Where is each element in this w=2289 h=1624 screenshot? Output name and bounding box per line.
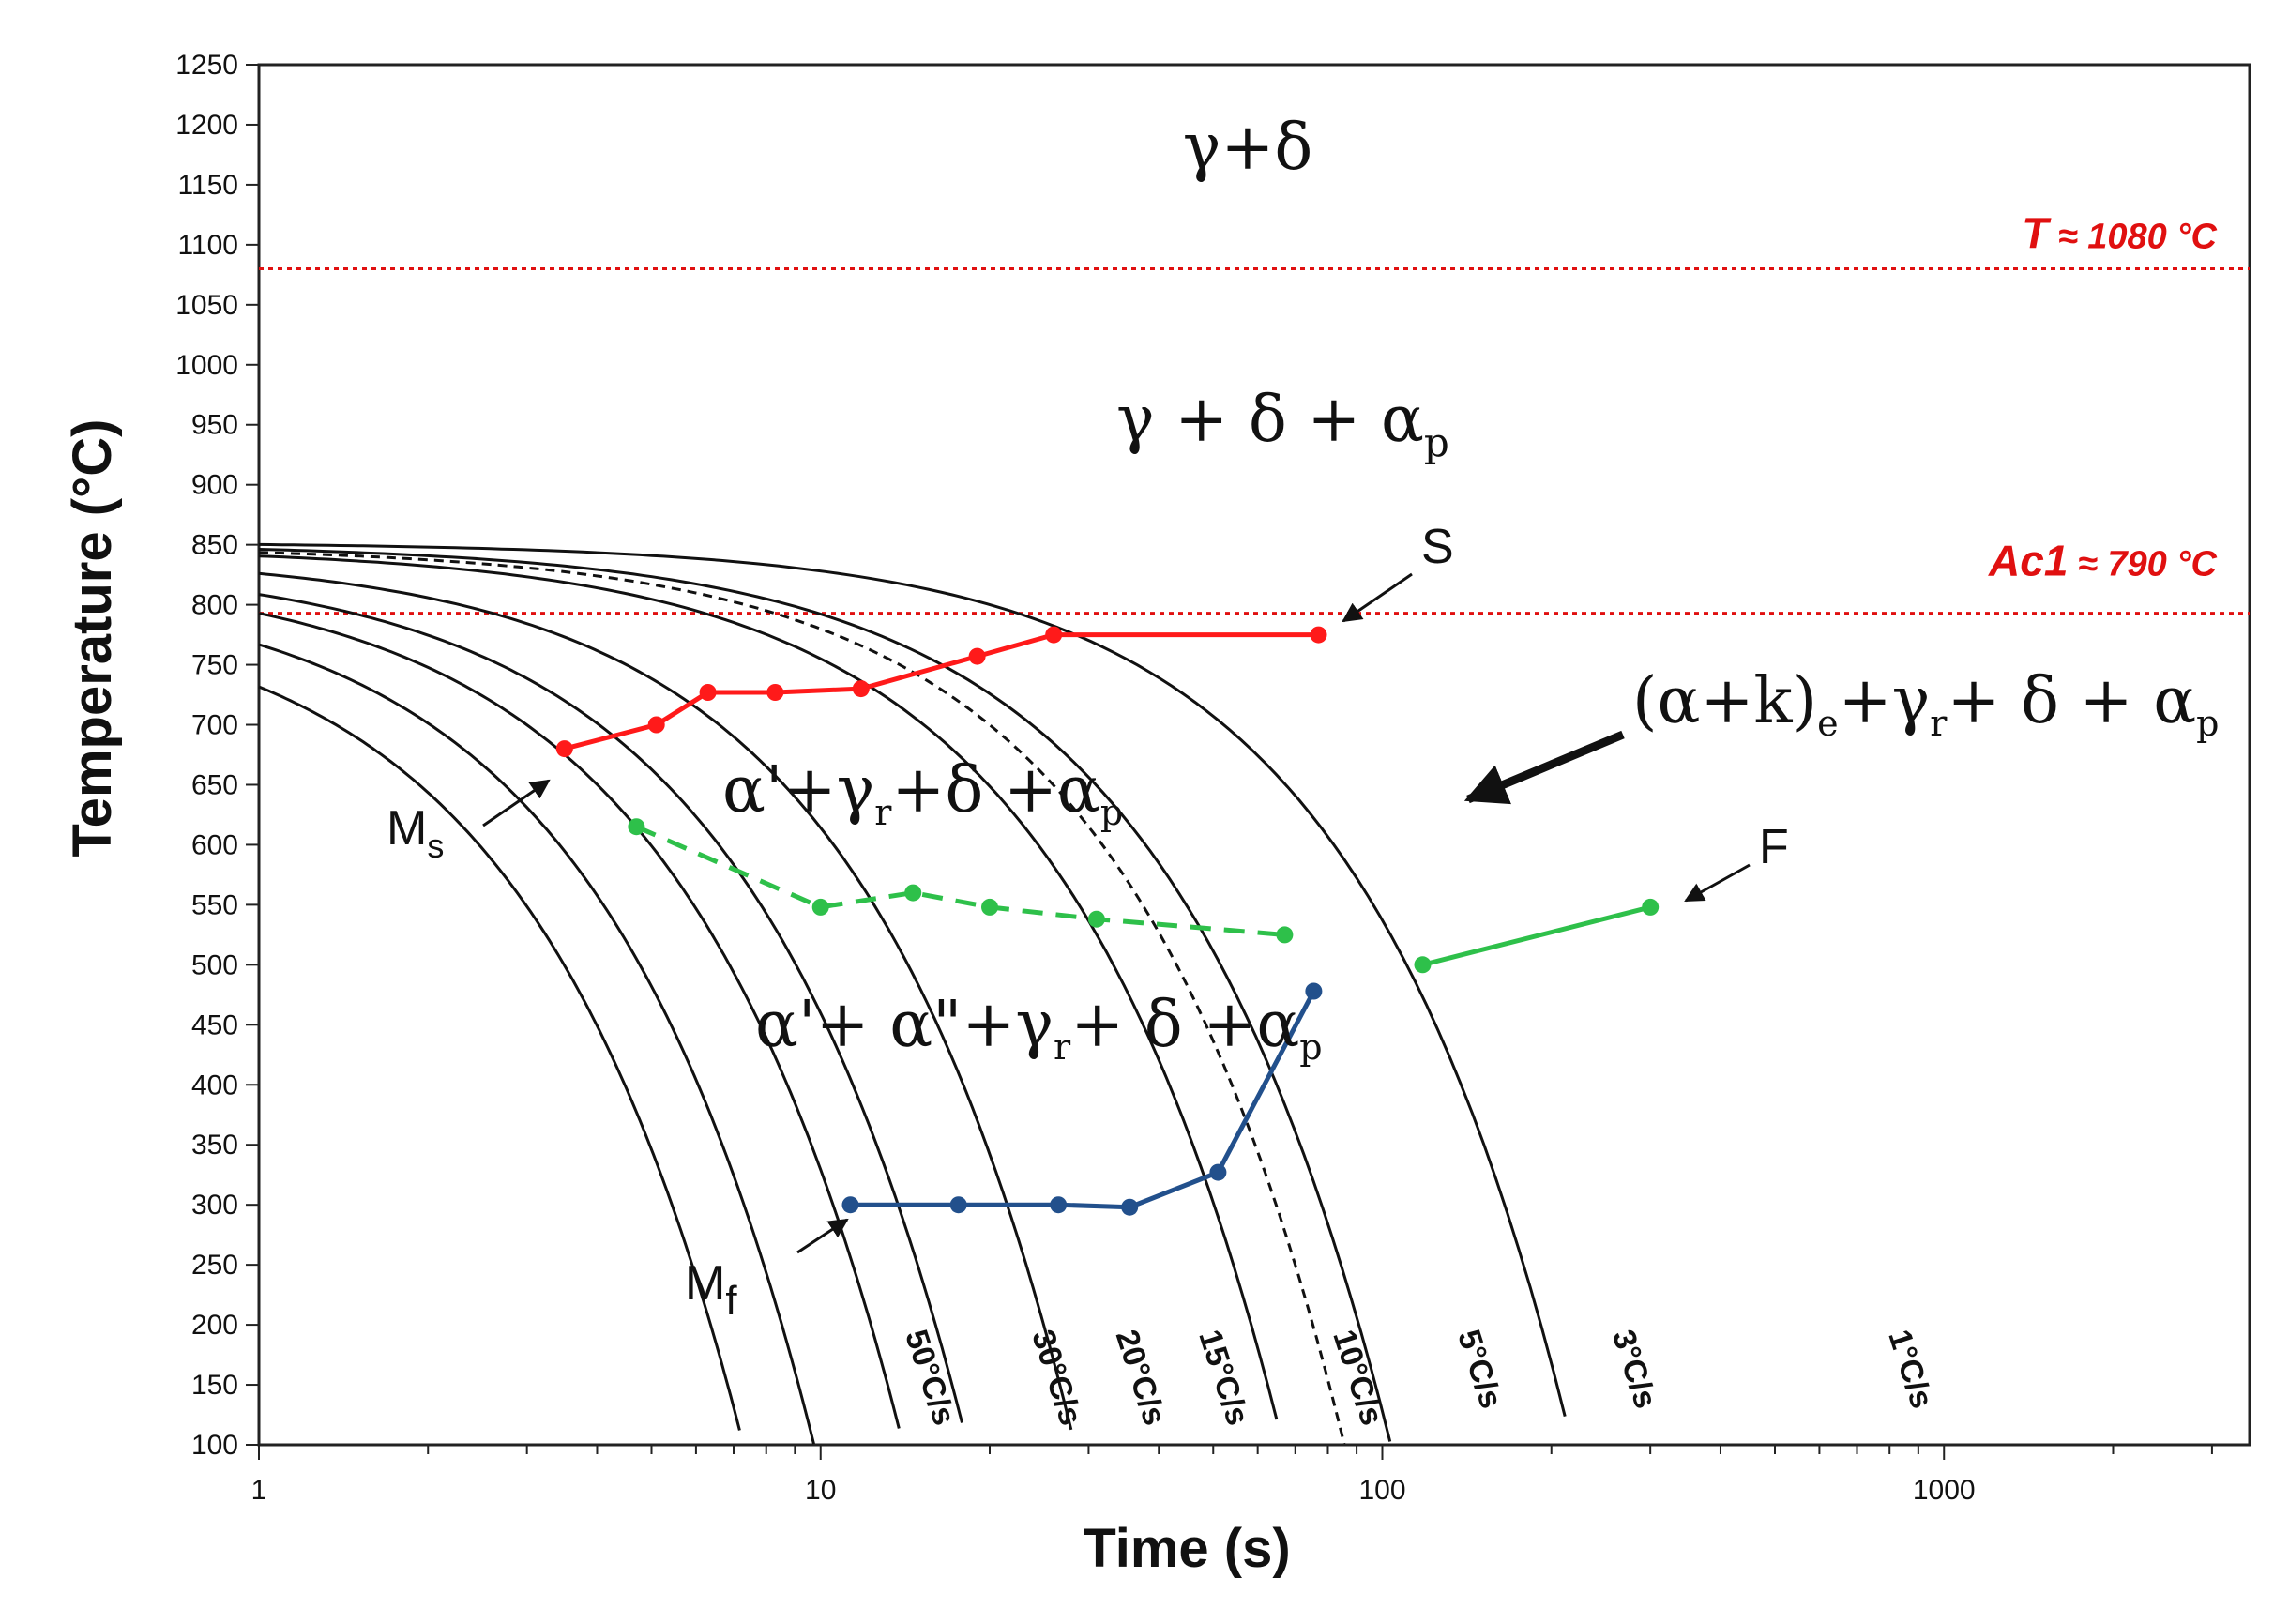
y-tick-label: 650 xyxy=(191,769,238,800)
rate-label-20cps: 20°C/s xyxy=(1109,1326,1173,1430)
y-tick-label: 550 xyxy=(191,889,238,920)
rate-label-1cps: 1°C/s xyxy=(1881,1326,1940,1413)
series-line-f-dashed xyxy=(635,824,1285,937)
ms-label: Ms xyxy=(387,801,444,865)
mf-arrow xyxy=(796,1218,849,1254)
y-tick-label: 700 xyxy=(191,710,238,741)
series-point-ms xyxy=(968,647,986,665)
carbide-region-arrow xyxy=(1463,730,1625,805)
y-tick-label: 1200 xyxy=(175,110,238,141)
y-tick-label: 600 xyxy=(191,829,238,860)
y-tick-label: 150 xyxy=(191,1370,238,1401)
series-line-ms xyxy=(564,632,1319,751)
cooling-curve-5cps xyxy=(258,554,1279,1420)
y-tick-label: 1100 xyxy=(177,230,238,261)
y-axis-ticks: 100 150 200 250 300 350 400 450 500 550 600 650 700 7… xyxy=(175,50,259,1461)
series-point-ms xyxy=(766,684,784,701)
y-tick-label: 250 xyxy=(191,1250,238,1281)
y-tick-label: 100 xyxy=(191,1430,238,1461)
rate-label-30cps: 30°C/s xyxy=(1024,1326,1088,1430)
transformation-series xyxy=(555,626,1660,1216)
y-tick-label: 750 xyxy=(191,650,238,681)
y-tick-label: 450 xyxy=(191,1009,238,1040)
series-point-ms xyxy=(699,684,717,701)
reference-label-t: T ≈ 1080 °C xyxy=(2022,208,2217,257)
y-tick-label: 900 xyxy=(191,470,238,501)
finish-arrow xyxy=(1684,863,1751,903)
cooling-curve-50cps xyxy=(258,685,741,1431)
start-arrow xyxy=(1342,572,1413,623)
cooling-rate-labels: 50°C/s 30°C/s 20°C/s 15°C/s 10°C/s 5°C/s 3°C/s… xyxy=(898,1326,1940,1430)
x-axis-ticks: 1 10 100 1000 xyxy=(251,1445,2213,1506)
phase-label-martensite-prime: α'+γr+δ +αp xyxy=(722,753,1123,833)
cooling-curves xyxy=(258,542,1567,1445)
y-tick-label: 200 xyxy=(191,1310,238,1341)
series-point-mf xyxy=(949,1196,967,1214)
y-tick-label: 1000 xyxy=(175,350,238,381)
rate-label-50cps: 50°C/s xyxy=(898,1326,962,1430)
rate-label-5cps: 5°C/s xyxy=(1450,1326,1509,1413)
phase-label-martensite-double: α'+ α"+γr+ δ +αp xyxy=(755,988,1323,1068)
cooling-curve-15cps xyxy=(258,593,963,1423)
y-axis-title: Temperature (°C) xyxy=(62,419,123,858)
phase-label-gamma-delta: γ+δ xyxy=(1183,111,1313,185)
series-point-f-dashed xyxy=(628,818,645,836)
series-point-mf xyxy=(841,1196,859,1214)
y-tick-label: 1250 xyxy=(175,50,238,81)
series-point-f-dashed xyxy=(904,884,922,902)
cooling-curve-1cps xyxy=(258,542,1567,1417)
rate-label-15cps: 15°C/s xyxy=(1191,1326,1255,1430)
y-tick-label: 500 xyxy=(191,949,238,980)
series-point-mf xyxy=(1305,982,1323,1000)
series-point-f-dashed xyxy=(1087,910,1105,928)
series-point-f-dashed xyxy=(1276,926,1294,944)
series-line-f xyxy=(1421,904,1651,967)
series-point-f-dashed xyxy=(811,898,829,916)
series-point-f xyxy=(1642,898,1660,916)
series-point-ms xyxy=(1045,626,1063,644)
finish-label: F xyxy=(1759,820,1789,874)
plot-frame xyxy=(257,63,2251,1447)
series-point-ms xyxy=(647,716,665,734)
cooling-curve-30cps xyxy=(258,643,815,1445)
cooling-curve-10cps xyxy=(258,571,1073,1431)
series-line-mf xyxy=(850,990,1316,1210)
cooling-curve-20cps xyxy=(258,612,901,1429)
mf-label: Mf xyxy=(685,1256,737,1324)
series-point-ms xyxy=(555,740,573,758)
y-tick-label: 800 xyxy=(191,590,238,621)
start-label: S xyxy=(1421,520,1454,574)
cooling-curve-4cps xyxy=(258,551,1346,1445)
y-tick-label: 300 xyxy=(191,1190,238,1221)
series-point-mf xyxy=(1050,1196,1068,1214)
cooling-curve-3cps xyxy=(258,548,1392,1442)
x-tick-label: 1 xyxy=(251,1475,267,1506)
series-point-mf xyxy=(1121,1198,1139,1216)
x-axis-title: Time (s) xyxy=(1083,1518,1290,1579)
series-point-f-dashed xyxy=(981,898,998,916)
y-tick-label: 350 xyxy=(191,1130,238,1161)
y-tick-label: 400 xyxy=(191,1070,238,1100)
rate-label-3cps: 3°C/s xyxy=(1605,1326,1664,1413)
x-tick-label: 100 xyxy=(1358,1475,1405,1506)
x-tick-label: 10 xyxy=(805,1475,836,1506)
reference-label-ac1: Ac1 ≈ 790 °C xyxy=(1988,537,2218,585)
y-tick-label: 850 xyxy=(191,530,238,561)
y-tick-label: 950 xyxy=(191,410,238,441)
ms-arrow xyxy=(482,779,551,827)
x-tick-label: 1000 xyxy=(1913,1475,1976,1506)
phase-label-carbide-region: (α+k)e+γr+ δ + αp xyxy=(1632,664,2219,744)
series-point-ms xyxy=(852,680,870,698)
y-tick-label: 1150 xyxy=(177,170,238,201)
series-point-f xyxy=(1414,956,1432,974)
phase-label-gamma-delta-alpha: γ + δ + αp xyxy=(1116,383,1449,465)
series-point-ms xyxy=(1310,626,1327,644)
series-point-mf xyxy=(1209,1163,1227,1181)
y-tick-label: 1050 xyxy=(175,290,238,321)
